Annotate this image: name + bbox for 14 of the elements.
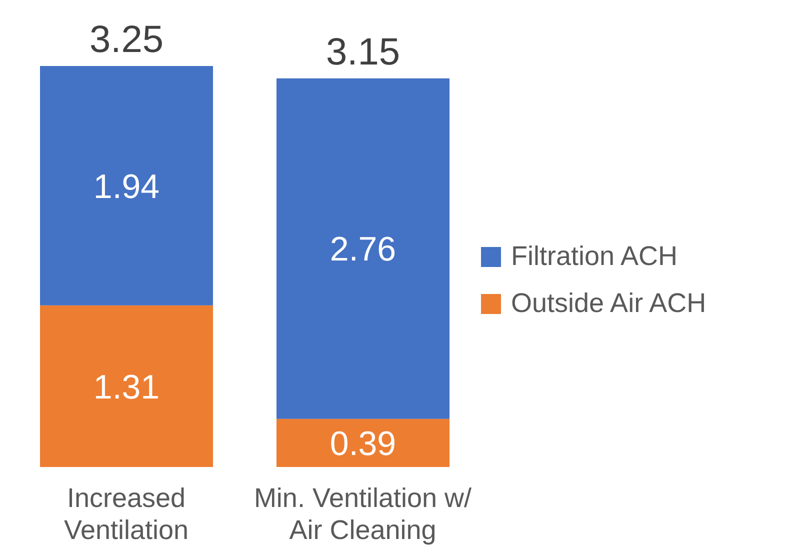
data-label: 1.94 — [93, 168, 160, 206]
x-tick-label: Min. Ventilation w/ Air Cleaning — [254, 483, 472, 545]
legend-label: Filtration ACH — [511, 241, 678, 272]
bar — [276, 418, 450, 467]
bar — [40, 305, 213, 467]
data-label: 0.39 — [330, 425, 396, 464]
data-label: 2.76 — [330, 230, 396, 269]
bar — [40, 66, 213, 306]
x-tick-label: Increased Ventilation — [64, 483, 189, 545]
total-label: 3.25 — [90, 19, 164, 61]
total-label: 3.15 — [326, 31, 400, 74]
data-label: 1.31 — [93, 368, 160, 406]
legend-label: Outside Air ACH — [511, 288, 706, 319]
bar — [276, 78, 450, 419]
